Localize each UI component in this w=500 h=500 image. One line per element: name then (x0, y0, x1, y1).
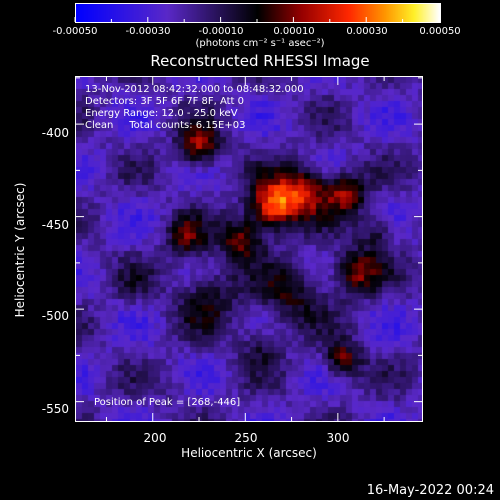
y-axis-label: Heliocentric Y (arcsec) (13, 182, 27, 318)
x-tick-label: 200 (143, 431, 167, 445)
info-time-range: 13-Nov-2012 08:42:32.000 to 08:48:32.000 (85, 84, 304, 95)
colorbar-tick-label: 0.00030 (346, 26, 388, 37)
y-tick-label: -450 (41, 218, 69, 232)
colorbar-tick-label: 0.00050 (419, 26, 461, 37)
colorbar-tick-label: -0.00010 (198, 26, 244, 37)
heatmap-image (76, 77, 422, 421)
plot-area: 13-Nov-2012 08:42:32.000 to 08:48:32.000… (75, 76, 423, 422)
colorbar-tick-label: -0.00050 (52, 26, 98, 37)
peak-position-label: Position of Peak = [268,-446] (94, 397, 241, 408)
x-tick-label: 250 (234, 431, 258, 445)
colorbar-unit-label: (photons cm⁻² s⁻¹ asec⁻²) (195, 38, 325, 49)
info-energy-range: Energy Range: 12.0 - 25.0 keV (85, 108, 238, 119)
y-tick-label: -550 (41, 402, 69, 416)
plot-datestamp: 16-May-2022 00:24 (366, 483, 494, 498)
colorbar (75, 3, 441, 23)
colorbar-tick-label: 0.00010 (273, 26, 315, 37)
info-detectors: Detectors: 3F 5F 6F 7F 8F, Att 0 (85, 96, 245, 107)
chart-title: Reconstructed RHESSI Image (150, 52, 370, 70)
colorbar-tick-label: -0.00030 (125, 26, 171, 37)
y-tick-label: -400 (41, 126, 69, 140)
x-axis-label: Heliocentric X (arcsec) (181, 446, 317, 460)
x-tick-label: 300 (326, 431, 350, 445)
y-tick-label: -500 (41, 309, 69, 323)
info-clean-counts: Clean Total counts: 6.15E+03 (85, 120, 246, 131)
